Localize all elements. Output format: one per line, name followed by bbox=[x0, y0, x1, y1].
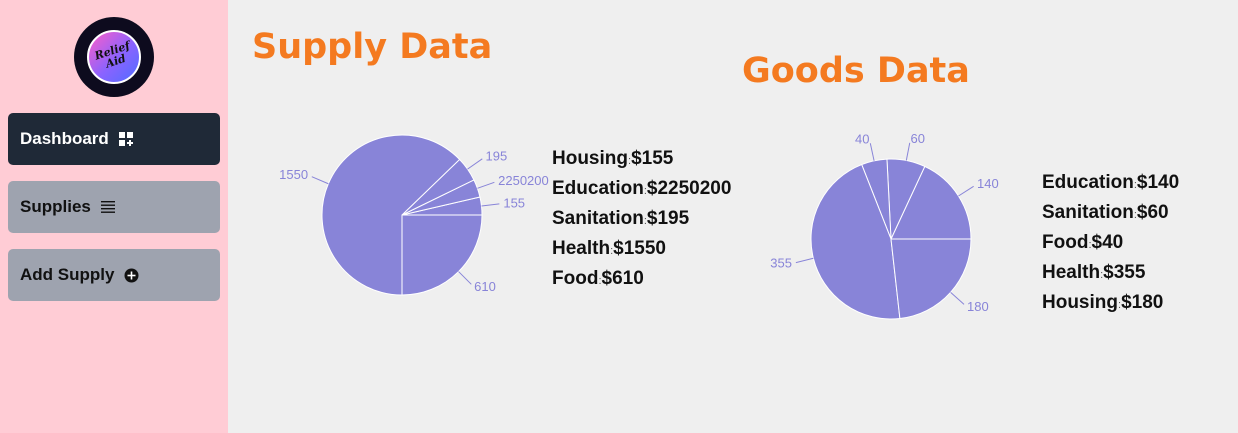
plus-circle-icon bbox=[124, 268, 139, 283]
pie-slice-label: 610 bbox=[474, 279, 496, 294]
goods-legend-item: Sanitation:$60 bbox=[1042, 202, 1169, 223]
supply-legend-item: Health:$1550 bbox=[552, 238, 666, 259]
pie-slice-food bbox=[401, 214, 483, 296]
pie-label-line bbox=[458, 271, 472, 285]
nav-dashboard-button[interactable]: Dashboard bbox=[8, 113, 220, 165]
supply-legend-item: Education:$2250200 bbox=[552, 178, 732, 199]
supply-legend: Housing:$155 Education:$2250200 Sanitati… bbox=[552, 145, 731, 295]
goods-legend-item: Housing:$180 bbox=[1042, 292, 1164, 313]
pie-slice-label: 355 bbox=[770, 256, 792, 271]
pie-label-line bbox=[950, 291, 965, 305]
pie-label-line bbox=[467, 158, 483, 170]
nav-add-supply-label: Add Supply bbox=[20, 265, 115, 284]
pie-slice-health bbox=[810, 163, 901, 320]
pie-slice-health bbox=[321, 134, 461, 296]
supply-legend-item: Sanitation:$195 bbox=[552, 208, 690, 229]
pie-label-line bbox=[795, 257, 814, 264]
pie-slice-label: 40 bbox=[855, 131, 869, 146]
relief-aid-logo[interactable]: Relief Aid bbox=[74, 17, 154, 97]
pie-label-line bbox=[311, 176, 329, 185]
goods-pie-chart: 140 60 40 355 180 bbox=[770, 131, 999, 320]
pie-slice-label: 1550 bbox=[279, 167, 308, 182]
goods-legend: Education:$140 Sanitation:$60 Food:$40 H… bbox=[1042, 169, 1179, 319]
pie-slice-label: 180 bbox=[967, 299, 989, 314]
pie-label-line bbox=[958, 185, 974, 197]
dashboard-grid-icon bbox=[118, 132, 133, 146]
goods-legend-item: Education:$140 bbox=[1042, 172, 1180, 193]
pie-slice-label: 2250200 bbox=[498, 173, 549, 188]
pie-slice-education bbox=[890, 165, 972, 240]
pie-slice-label: 195 bbox=[486, 148, 508, 163]
supply-legend-item: Food:$610 bbox=[552, 268, 644, 289]
supply-legend-item: Housing:$155 bbox=[552, 148, 674, 169]
pie-label-line bbox=[869, 143, 875, 161]
pie-slice-housing bbox=[890, 238, 972, 320]
goods-legend-item: Health:$355 bbox=[1042, 262, 1146, 283]
pie-slice-label: 140 bbox=[977, 176, 999, 191]
supply-data-title: Supply Data bbox=[252, 27, 493, 67]
nav-add-supply-button[interactable]: Add Supply bbox=[8, 249, 220, 301]
goods-legend-item: Food:$40 bbox=[1042, 232, 1124, 253]
pie-slice-label: 155 bbox=[503, 195, 525, 210]
list-lines-icon bbox=[100, 200, 115, 214]
nav-supplies-label: Supplies bbox=[20, 197, 91, 216]
logo-text: Relief Aid bbox=[87, 38, 141, 74]
pie-label-line bbox=[477, 181, 495, 189]
sidebar: Relief Aid Dashboard Supplies bbox=[0, 0, 228, 433]
supply-pie-chart: 155 2250200 195 1550 610 bbox=[279, 134, 549, 296]
nav-supplies-button[interactable]: Supplies bbox=[8, 181, 220, 233]
logo-badge: Relief Aid bbox=[87, 30, 141, 84]
nav-dashboard-label: Dashboard bbox=[20, 129, 109, 148]
pie-slice-label: 60 bbox=[911, 131, 925, 146]
goods-data-title: Goods Data bbox=[742, 51, 970, 91]
pie-label-line bbox=[905, 142, 911, 161]
pie-label-line bbox=[481, 203, 500, 207]
